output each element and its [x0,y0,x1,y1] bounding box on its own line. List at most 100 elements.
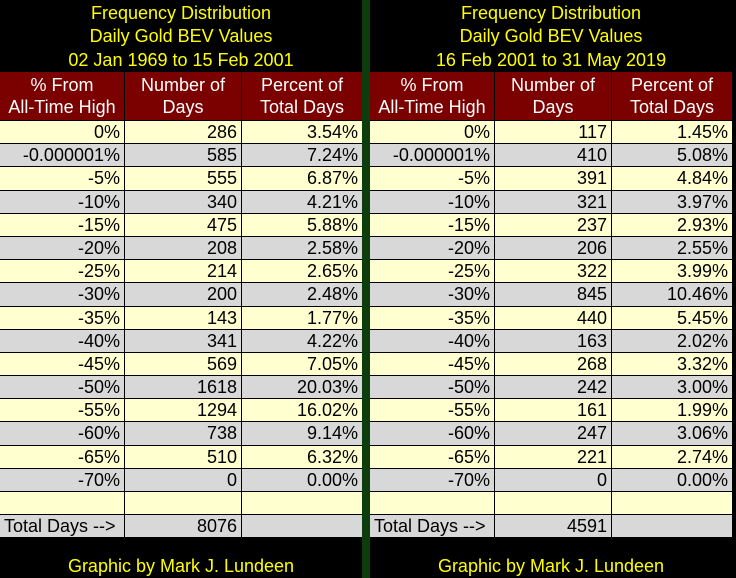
table-cell: 9.14% [242,422,362,445]
column-header-line: All-Time High [8,97,116,117]
table-cell: 4.84% [612,167,732,190]
table-cell: 163 [495,329,612,352]
table-cell: 7.24% [242,144,362,167]
table-cell: 3.99% [612,260,732,283]
table-cell: 208 [125,236,242,260]
table-cell: 6.87% [242,167,362,190]
table-cell: -35% [370,306,495,329]
table-row: -50% 242 3.00% [370,375,732,399]
table-cell: -25% [370,260,495,283]
table-cell: 321 [495,190,612,213]
column-header-line: % From [30,75,94,95]
table-cell: 510 [125,445,242,468]
table-cell: 569 [125,352,242,376]
table-cell: -40% [0,329,125,352]
table-cell: -30% [370,283,495,306]
table-row: -65% 510 6.32% [0,444,362,468]
table-cell: 247 [495,422,612,445]
column-header: Number of Days [495,72,612,120]
table-row: -40% 163 2.02% [370,328,732,352]
table-row: -70% 0 0.00% [370,467,732,491]
right-frequency-table: % From All-Time High Number of Days Percent … [370,72,732,538]
panel-divider [362,0,370,578]
table-cell: 555 [125,167,242,190]
table-cell: 0 [125,468,242,491]
left-frequency-table: % From All-Time High Number of Days Percent … [0,72,362,538]
table-cell: 585 [125,144,242,167]
table-cell: 4.21% [242,190,362,213]
column-header: % From All-Time High [370,72,495,120]
table-cell: 1.45% [612,121,732,144]
table-row: -25% 322 3.99% [370,259,732,283]
column-header-line: Total Days [629,97,715,117]
table-row: -0.000001% 410 5.08% [370,143,732,167]
table-cell: 3.54% [242,121,362,144]
table-cell: -65% [0,445,125,468]
total-cell: 4591 [495,515,612,538]
table-cell: 0% [370,121,495,144]
table-cell [495,492,612,515]
table-cell [370,492,495,515]
table-row: -10% 340 4.21% [0,189,362,213]
table-row: -30% 845 10.46% [370,282,732,306]
table-cell: 1.99% [612,399,732,422]
table-row: -15% 475 5.88% [0,212,362,236]
column-header: Number of Days [125,72,242,120]
table-cell: -5% [370,167,495,190]
right-title-line2: Daily Gold BEV Values [459,26,643,46]
table-cell: 2.58% [242,236,362,260]
table-row: -25% 214 2.65% [0,259,362,283]
column-header-line: Days [162,97,204,117]
table-cell: 4.22% [242,329,362,352]
table-cell: 2.02% [612,329,732,352]
table-row: -55% 161 1.99% [370,398,732,422]
table-cell: -20% [0,236,125,260]
table-cell: 2.74% [612,445,732,468]
table-cell: -60% [370,422,495,445]
table-row: -5% 555 6.87% [0,166,362,190]
table-cell: -45% [370,352,495,376]
table-row: -65% 221 2.74% [370,444,732,468]
table-cell: 1.77% [242,306,362,329]
total-row: Total Days --> 8076 [0,514,362,538]
table-cell: 242 [495,376,612,399]
table-row [370,491,732,515]
table-cell: -70% [370,468,495,491]
right-title-line1: Frequency Distribution [460,3,642,23]
table-row: 0% 117 1.45% [370,120,732,144]
table-cell: -5% [0,167,125,190]
table-cell: -10% [0,190,125,213]
table-row: -15% 237 2.93% [370,212,732,236]
table-row: -30% 200 2.48% [0,282,362,306]
right-table-header: % From All-Time High Number of Days Percent … [370,72,732,120]
table-cell: 206 [495,236,612,260]
table-cell: 1294 [125,399,242,422]
table-cell: -35% [0,306,125,329]
column-header-line: Days [532,97,574,117]
table-cell: -65% [370,445,495,468]
table-cell: 3.97% [612,190,732,213]
table-cell: 161 [495,399,612,422]
table-row: -45% 569 7.05% [0,351,362,376]
table-cell: 10.46% [612,283,732,306]
table-cell: 6.32% [242,445,362,468]
table-row: -35% 440 5.45% [370,305,732,329]
table-cell [612,492,732,515]
total-cell: 8076 [125,515,242,538]
table-cell: 341 [125,329,242,352]
table-cell: -25% [0,260,125,283]
table-cell: -50% [370,376,495,399]
table-cell: 5.08% [612,144,732,167]
table-cell: 20.03% [242,376,362,399]
table-cell: 0.00% [612,468,732,491]
table-cell: -70% [0,468,125,491]
right-table-panel: Frequency Distribution Daily Gold BEV Va… [370,0,732,578]
left-title-line1: Frequency Distribution [90,3,272,23]
column-header: % From All-Time High [0,72,125,120]
table-cell: 5.88% [242,213,362,236]
total-row: Total Days --> 4591 [370,514,732,538]
left-table-panel: Frequency Distribution Daily Gold BEV Va… [0,0,362,578]
table-cell: 391 [495,167,612,190]
table-cell: -50% [0,376,125,399]
column-header-line: Percent of [630,75,714,95]
